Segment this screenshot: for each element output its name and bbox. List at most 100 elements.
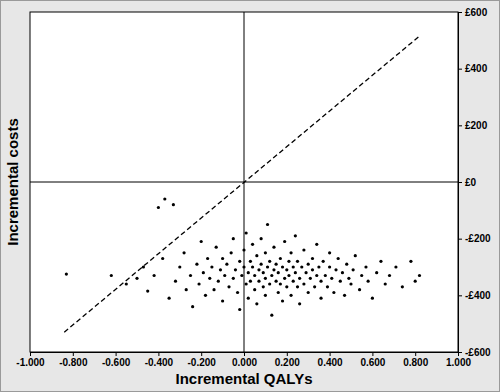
point (379, 260, 382, 263)
x-tick-mark (415, 352, 416, 356)
point (200, 240, 203, 243)
y-tick-mark (458, 239, 462, 240)
point (285, 268, 288, 271)
point (249, 260, 252, 263)
point (212, 288, 215, 291)
point (315, 243, 318, 246)
point (279, 282, 282, 285)
point (217, 280, 220, 283)
y-tick-label: -£200 (465, 233, 491, 244)
point (347, 277, 350, 280)
point (153, 274, 156, 277)
x-tick: 0.800 (403, 352, 428, 368)
y-tick-label: £600 (465, 7, 488, 18)
y-tick-label: -£600 (465, 347, 491, 358)
point (185, 288, 188, 291)
point (307, 263, 310, 266)
point (253, 288, 256, 291)
x-tick-mark (287, 352, 288, 356)
point (277, 291, 280, 294)
y-tick-mark (458, 182, 462, 183)
point (281, 299, 284, 302)
point (238, 308, 241, 311)
point (300, 265, 303, 268)
point (289, 294, 292, 297)
x-tick: 0.600 (360, 352, 385, 368)
point (296, 260, 299, 263)
point (266, 265, 269, 268)
point (178, 265, 181, 268)
point (332, 291, 335, 294)
point (287, 260, 290, 263)
y-tick: £600 (458, 7, 488, 18)
point (319, 280, 322, 283)
y-tick-label: £400 (465, 63, 488, 74)
point (283, 240, 286, 243)
point (240, 274, 243, 277)
point (264, 251, 267, 254)
point (210, 265, 213, 268)
y-tick-mark (458, 125, 462, 126)
point (172, 203, 175, 206)
x-tick-label: 0.400 (318, 357, 343, 368)
y-tick-mark (458, 12, 462, 13)
point (270, 274, 273, 277)
point (339, 280, 342, 283)
point (401, 285, 404, 288)
x-tick: -0.400 (145, 352, 174, 368)
point (65, 272, 68, 275)
point (360, 274, 363, 277)
point (418, 274, 421, 277)
point (232, 237, 235, 240)
x-tick: 0.200 (275, 352, 300, 368)
point (324, 274, 327, 277)
y-tick-mark (458, 295, 462, 296)
point (409, 260, 412, 263)
point (296, 285, 299, 288)
point (221, 257, 224, 260)
y-tick-label: £200 (465, 120, 488, 131)
x-tick-label: -1.000 (16, 357, 45, 368)
x-axis-title: Incremental QALYs (176, 370, 313, 387)
point (255, 302, 258, 305)
point (328, 265, 331, 268)
point (110, 274, 113, 277)
point (317, 265, 320, 268)
point (277, 271, 280, 274)
point (352, 268, 355, 271)
point (260, 237, 263, 240)
y-tick-label: £0 (465, 177, 477, 188)
point (304, 271, 307, 274)
x-axis: -1.000-0.800-0.600-0.400-0.2000.0000.200… (16, 352, 471, 368)
point (375, 271, 378, 274)
point (189, 274, 192, 277)
point (292, 280, 295, 283)
point (334, 268, 337, 271)
x-tick-label: 0.800 (403, 357, 428, 368)
x-tick-mark (30, 352, 31, 356)
point (272, 246, 275, 249)
background (1, 1, 500, 392)
point (257, 280, 260, 283)
point (168, 297, 171, 300)
point (236, 291, 239, 294)
point (146, 289, 149, 292)
point (253, 274, 256, 277)
point (255, 254, 258, 257)
point (223, 274, 226, 277)
scatter-series (65, 197, 421, 316)
point (232, 277, 235, 280)
point (208, 277, 211, 280)
point (245, 231, 248, 234)
x-tick: -0.800 (59, 352, 88, 368)
point (266, 223, 269, 226)
point (371, 297, 374, 300)
x-tick-mark (73, 352, 74, 356)
point (384, 282, 387, 285)
point (161, 257, 164, 260)
point (298, 277, 301, 280)
y-tick: -£600 (458, 347, 491, 358)
y-tick: £200 (458, 120, 488, 131)
x-tick-label: -0.800 (59, 357, 88, 368)
point (285, 285, 288, 288)
